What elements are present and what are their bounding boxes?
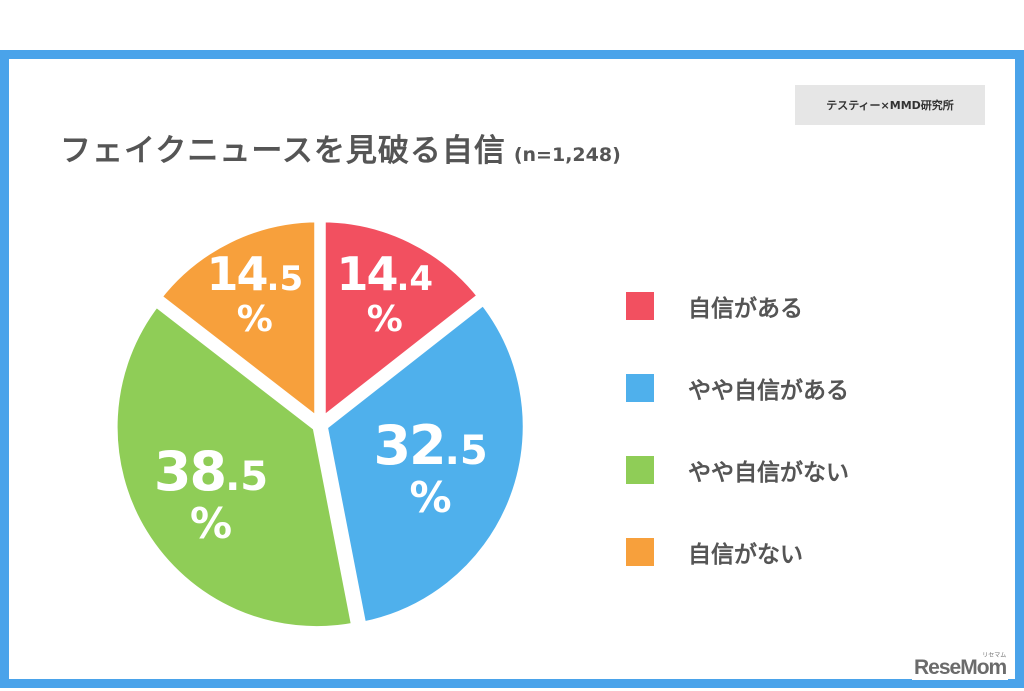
slice-unit-label: % <box>410 473 452 522</box>
resemom-logo: ReseMom リセマム <box>912 653 1009 680</box>
legend-swatch-orange <box>626 538 654 566</box>
legend-label: 自信がない <box>688 542 803 568</box>
pie-slice-somewhat-confident <box>319 295 531 631</box>
slice-unit-label: % <box>367 299 403 340</box>
logo-text: ReseMom <box>914 656 1007 679</box>
slice-unit-label: % <box>190 499 232 548</box>
slice-unit-label: % <box>237 299 273 340</box>
slice-value-label: 14.5 <box>207 247 304 301</box>
legend-item-somewhat-confident: やや自信がある <box>626 368 849 408</box>
legend-label: やや自信がない <box>688 460 849 486</box>
sample-size: (n=1,248) <box>513 144 621 166</box>
logo-kana: リセマム <box>982 653 1007 659</box>
legend-swatch-red <box>626 292 654 320</box>
legend-label: やや自信がある <box>688 378 849 404</box>
legend-item-unconfident: 自信がない <box>626 532 849 572</box>
slice-value-label: 32.5 <box>373 414 487 477</box>
pie-slice-somewhat-unconfident <box>109 297 360 635</box>
legend-label: 自信がある <box>688 296 803 322</box>
title-text: フェイクニュースを見破る自信 <box>60 133 506 169</box>
legend-swatch-blue <box>626 374 654 402</box>
legend-item-confident: 自信がある <box>626 286 849 326</box>
slice-value-label: 14.4 <box>336 247 433 301</box>
source-badge: テスティー×MMD研究所 <box>795 85 985 125</box>
chart-title: フェイクニュースを見破る自信 (n=1,248) <box>60 125 621 170</box>
pie-slice-confident <box>317 214 488 430</box>
legend-swatch-green <box>626 456 654 484</box>
legend-item-somewhat-unconfident: やや自信がない <box>626 450 849 490</box>
legend: 自信がある やや自信がある やや自信がない 自信がない <box>626 286 849 614</box>
pie-slice-unconfident <box>152 214 323 430</box>
slice-value-label: 38.5 <box>154 440 268 503</box>
